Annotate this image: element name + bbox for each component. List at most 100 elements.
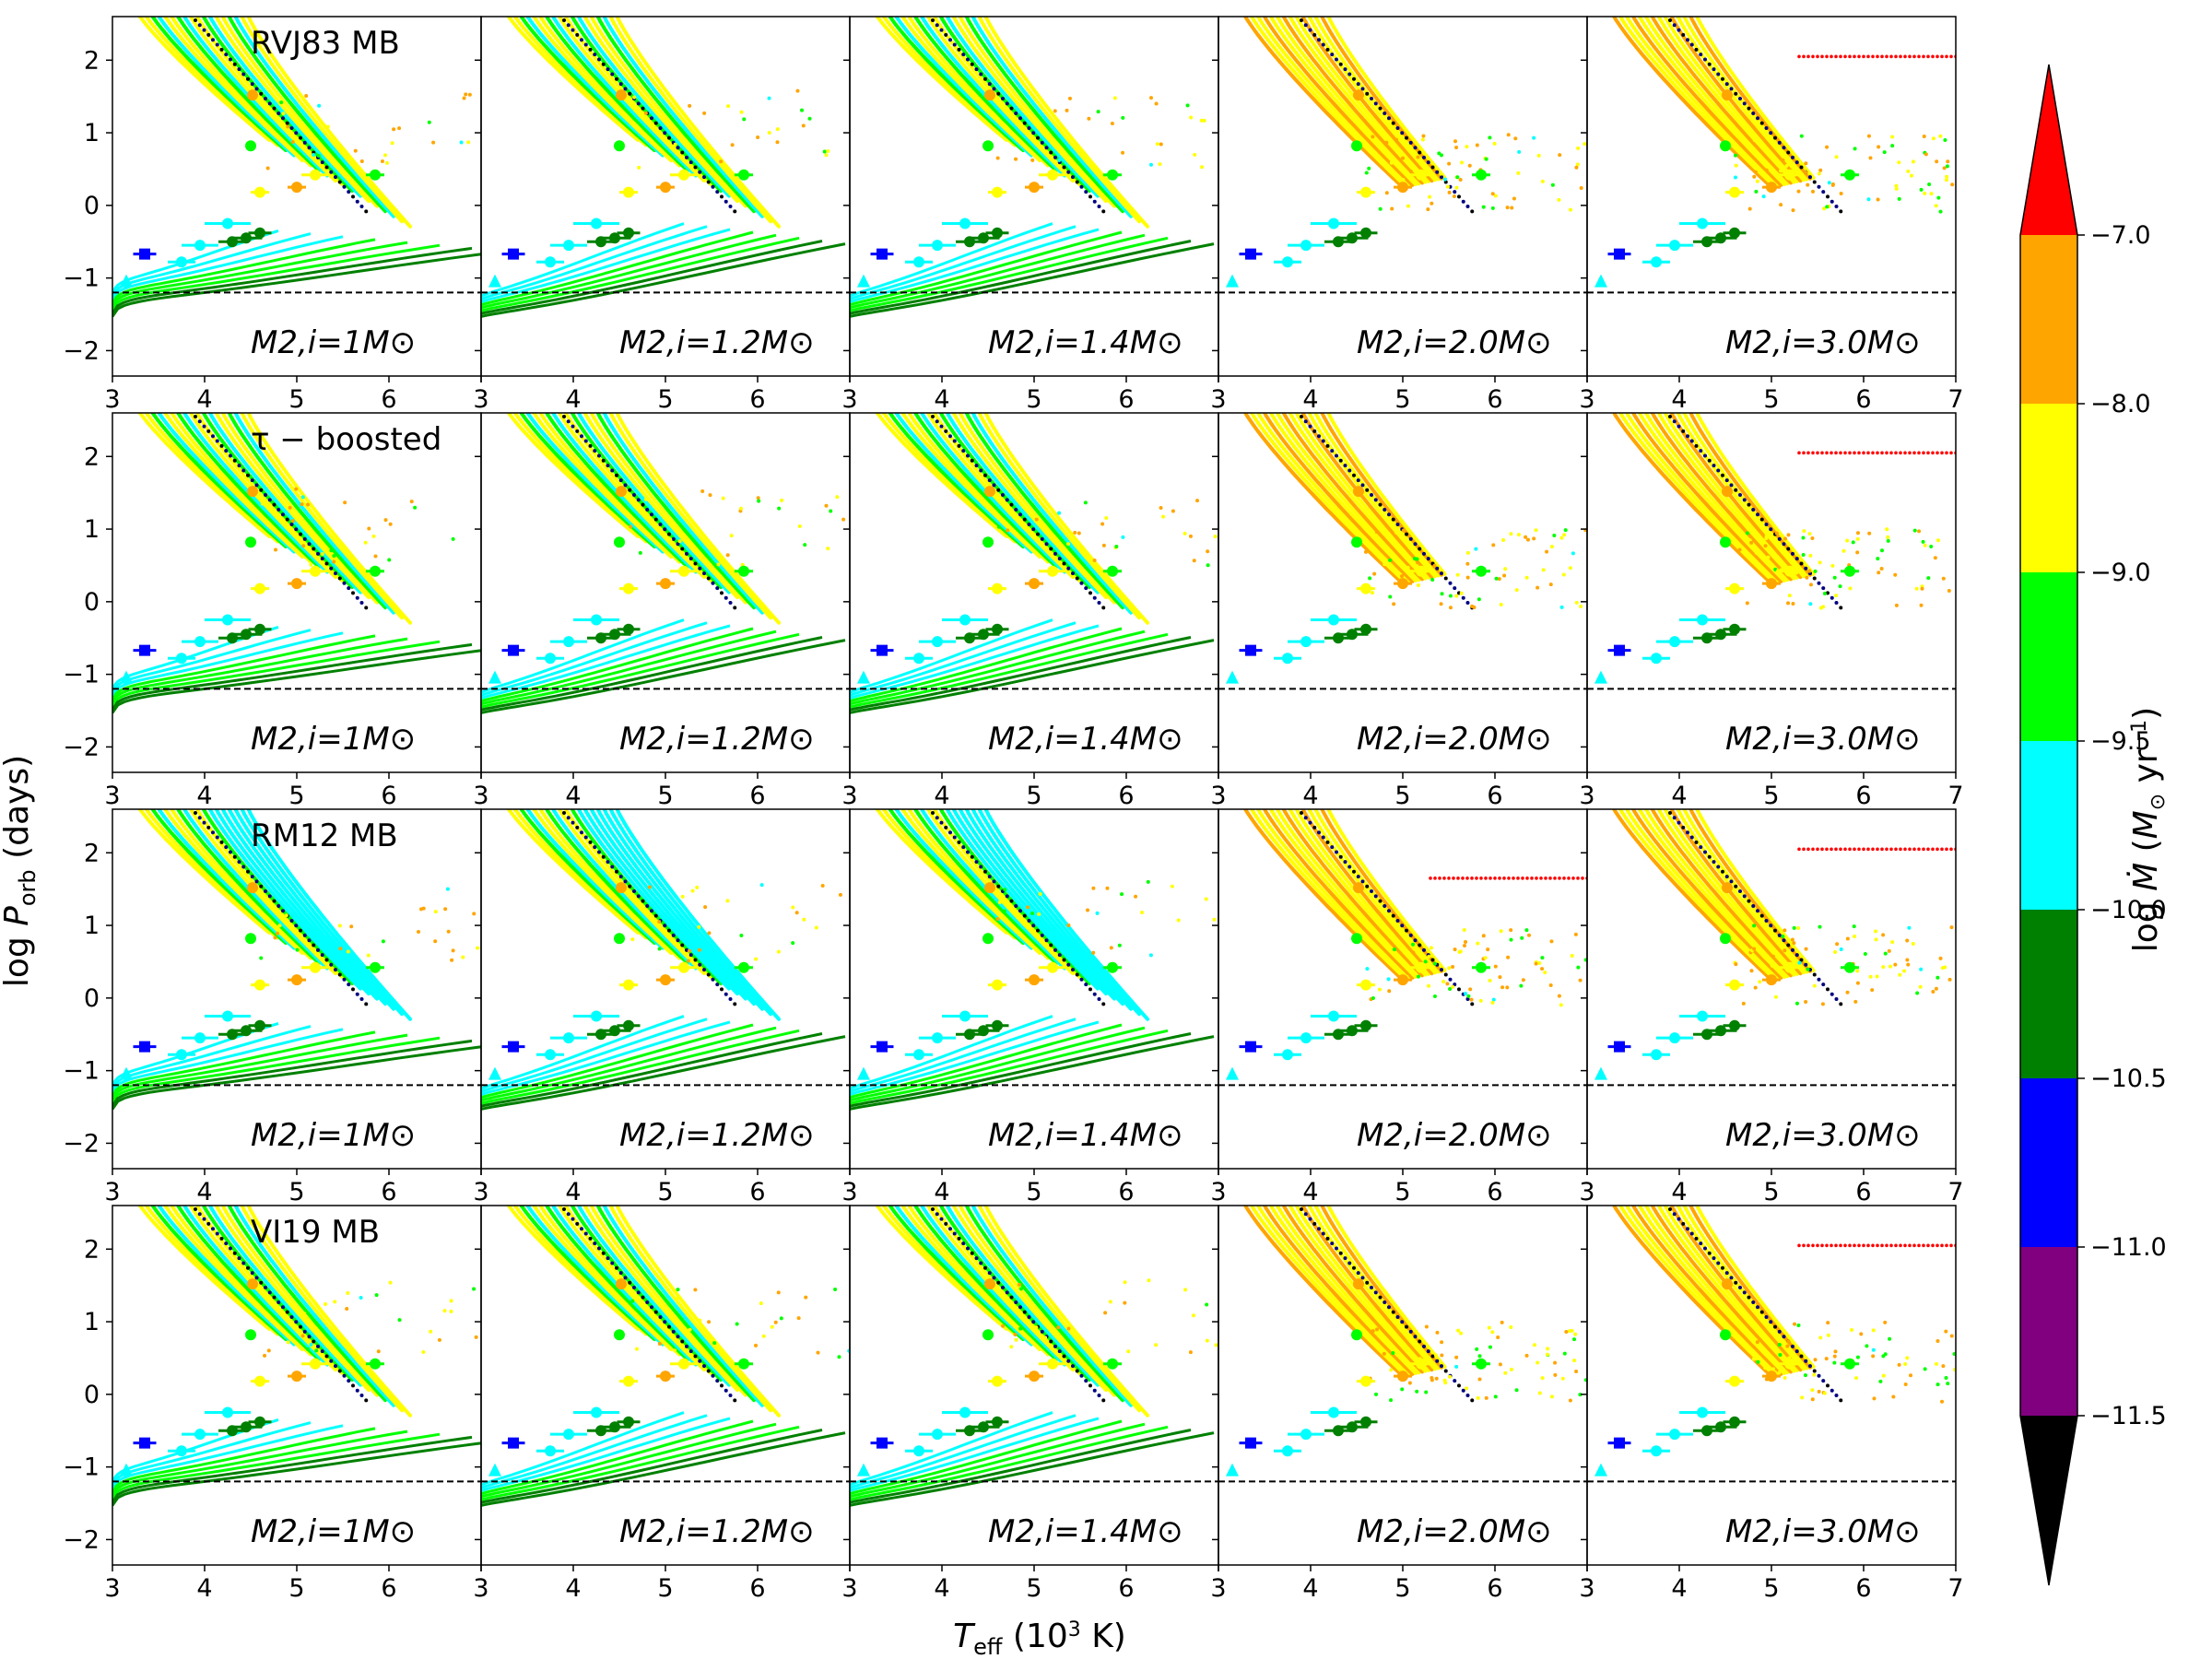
panel-r3-c1: 3 4 5 6M2,i=1.2M⊙ (473, 1205, 851, 1603)
model-point (1325, 443, 1330, 448)
observed-system (370, 1358, 381, 1370)
model-point (197, 419, 202, 424)
model-point (1764, 125, 1769, 130)
model-point (224, 1241, 229, 1246)
y-tick-label: 1 (84, 515, 100, 544)
model-point (1811, 451, 1815, 455)
model-point (1830, 847, 1833, 852)
model-point (641, 106, 645, 111)
model-track (240, 809, 404, 1017)
model-point (1568, 566, 1572, 571)
model-point (1825, 451, 1829, 455)
model-point (1364, 549, 1369, 554)
model-point (1933, 556, 1937, 560)
model-track (875, 17, 1008, 142)
mass-label: M2,i=3.0M⊙ (1725, 324, 1921, 361)
model-track (932, 17, 1083, 188)
model-point (1854, 1376, 1859, 1381)
model-point (1464, 939, 1468, 944)
model-point (935, 1212, 939, 1217)
observed-system (614, 536, 625, 548)
model-track (1695, 1206, 1816, 1369)
model-point (712, 1341, 717, 1346)
model-point (1378, 106, 1382, 111)
model-track (214, 1206, 371, 1393)
model-point (1949, 925, 1954, 930)
row-label: RM12 MB (251, 818, 398, 854)
model-point (202, 28, 206, 32)
model-point (632, 889, 636, 894)
model-track (1676, 1206, 1806, 1371)
model-point (409, 500, 414, 504)
model-point (1703, 453, 1707, 458)
model-track (220, 1206, 379, 1397)
model-point (1938, 956, 1943, 960)
model-point (1400, 1320, 1405, 1324)
model-point (259, 884, 264, 888)
model-point (232, 62, 237, 66)
model-point (979, 1261, 983, 1265)
model-point (324, 1354, 329, 1359)
panel-r3-c4: 3 4 5 6 7M2,i=3.0M⊙ (1579, 1205, 1964, 1603)
model-point (1786, 547, 1791, 551)
model-point (1906, 962, 1911, 967)
model-point (1908, 1373, 1912, 1378)
model-point (1724, 478, 1729, 483)
model-track (919, 809, 1066, 971)
model-track (240, 17, 404, 224)
model-point (451, 948, 455, 953)
model-point (775, 127, 780, 132)
observed-system (932, 1032, 943, 1044)
colorbar-extension-bottom (2020, 1416, 2077, 1585)
model-point (446, 929, 451, 934)
model-point (1825, 847, 1829, 852)
model-point (337, 1369, 342, 1373)
model-point (1453, 190, 1457, 194)
model-track (1320, 809, 1443, 973)
model-track (907, 809, 1050, 960)
model-point (266, 1348, 271, 1353)
model-point (1347, 72, 1352, 76)
model-point (1034, 1325, 1039, 1330)
x-tick-label: 7 (1947, 1574, 1963, 1603)
model-track (602, 17, 764, 218)
model-point (1205, 1302, 1209, 1307)
y-tick-label: −1 (63, 1453, 100, 1482)
model-track (595, 17, 756, 214)
model-point (1940, 1243, 1944, 1248)
model-point (299, 135, 302, 140)
model-point (1934, 986, 1938, 991)
model-track (881, 1206, 1017, 1336)
model-point (1395, 918, 1400, 923)
model-point (1071, 571, 1075, 576)
model-point (1820, 1243, 1824, 1248)
model-track (170, 809, 312, 960)
model-track (233, 809, 395, 1011)
model-track (188, 17, 337, 183)
model-point (1370, 1286, 1373, 1290)
model-track (983, 413, 1149, 625)
model-point (250, 1271, 254, 1276)
model-point (1443, 576, 1448, 581)
model-track (201, 413, 354, 590)
model-point (724, 595, 728, 600)
model-point (467, 92, 472, 97)
observed-system (857, 1463, 870, 1477)
model-point (1681, 429, 1686, 433)
model-point (685, 551, 688, 556)
model-point (1872, 1396, 1877, 1401)
observed-system (291, 182, 302, 194)
model-track (1262, 1206, 1415, 1376)
model-point (353, 148, 358, 153)
model-point (1071, 968, 1075, 972)
model-track (850, 233, 1146, 310)
model-point (1001, 1324, 1006, 1328)
observed-system (616, 882, 627, 894)
model-point (580, 1227, 583, 1231)
model-point (1512, 196, 1516, 201)
model-point (1853, 54, 1856, 59)
observed-system (291, 974, 302, 986)
model-point (1415, 557, 1419, 561)
model-track (850, 1414, 1077, 1489)
model-point (320, 552, 324, 557)
